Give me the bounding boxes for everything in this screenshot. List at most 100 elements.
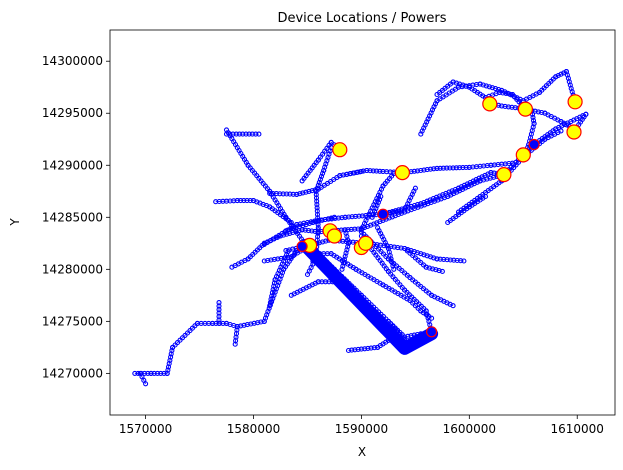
- network-node-marker: [306, 188, 312, 194]
- y-tick-label: 14285000: [42, 210, 103, 224]
- device-marker-small: [426, 326, 438, 338]
- thick-segment-layer: [298, 238, 439, 355]
- network-node-marker: [287, 191, 293, 197]
- network-node-marker: [458, 258, 464, 264]
- network-node-marker: [161, 370, 167, 376]
- network-node-marker: [411, 202, 418, 209]
- device-marker: [482, 96, 498, 112]
- x-tick-label: 1570000: [119, 422, 172, 436]
- network-node-marker: [300, 190, 306, 196]
- network-node-marker: [166, 361, 172, 367]
- network-node-marker: [241, 198, 247, 204]
- network-node-marker: [444, 165, 450, 171]
- network-node-marker: [457, 165, 463, 171]
- network-node-marker: [440, 165, 446, 171]
- network-node-marker: [418, 167, 424, 174]
- network-line: [436, 81, 526, 110]
- network-node-marker: [535, 109, 541, 115]
- device-marker-small: [528, 138, 540, 151]
- network-node-marker: [169, 348, 175, 354]
- network-node-marker: [313, 192, 319, 198]
- network-node-marker: [320, 170, 326, 176]
- network-node-marker: [313, 188, 319, 194]
- network-node-marker: [339, 215, 345, 221]
- device-layer: [296, 94, 583, 338]
- network-node-marker: [249, 131, 255, 137]
- network-node-marker: [424, 167, 430, 173]
- network-node-marker: [444, 257, 450, 263]
- network-node-marker: [503, 90, 509, 97]
- network-node-marker: [331, 214, 337, 220]
- network-node-marker: [532, 108, 538, 114]
- network-node-marker: [270, 190, 276, 197]
- network-node-marker: [415, 305, 421, 311]
- network-node-marker: [284, 191, 290, 197]
- y-tick-label: 14275000: [42, 314, 103, 328]
- network-node-marker: [367, 168, 373, 174]
- network-node-marker: [463, 164, 469, 171]
- network-node-marker: [216, 300, 222, 306]
- network-node-marker: [315, 182, 321, 188]
- network-node-marker: [148, 370, 154, 376]
- network-node-marker: [454, 257, 460, 264]
- network-node-marker: [322, 216, 328, 223]
- network-node-marker: [314, 201, 320, 208]
- x-tick-label: 1590000: [335, 422, 388, 436]
- network-node-marker: [313, 195, 320, 201]
- network-node-marker: [216, 320, 222, 326]
- network-node-marker: [408, 203, 414, 209]
- network-node-marker: [265, 257, 271, 264]
- network-node-marker: [314, 205, 320, 211]
- network-node-marker: [269, 293, 275, 299]
- network-node-marker: [280, 191, 286, 197]
- network-node-marker: [165, 367, 171, 373]
- network-node-marker: [345, 347, 352, 354]
- network-node-marker: [531, 121, 537, 127]
- network-node-marker: [496, 86, 502, 93]
- network-node-marker: [359, 213, 365, 219]
- network-node-marker: [267, 303, 273, 309]
- network-node-marker: [310, 219, 316, 226]
- network-node-marker: [273, 191, 279, 197]
- network-node-marker: [234, 198, 240, 204]
- network-node-marker: [227, 131, 233, 137]
- network-node-marker: [496, 89, 503, 95]
- network-node-marker: [434, 256, 440, 262]
- network-node-marker: [415, 202, 421, 208]
- network-node-marker: [132, 370, 138, 376]
- network-node-marker: [314, 211, 321, 218]
- network-node-marker: [410, 300, 416, 306]
- y-axis: 14270000 14275000 14280000 14285000 14290000…: [42, 54, 110, 380]
- network-node-marker: [244, 198, 250, 204]
- network-node-marker: [350, 239, 356, 245]
- network-node-marker: [370, 168, 376, 174]
- network-node-marker: [412, 303, 418, 309]
- network-node-marker: [328, 215, 334, 221]
- network-node-marker: [453, 165, 459, 171]
- network-node-marker: [290, 191, 296, 197]
- network-node-marker: [362, 346, 368, 352]
- network-node-marker: [558, 128, 564, 134]
- network-node-marker: [434, 165, 440, 171]
- network-node-marker: [267, 190, 273, 196]
- network-node-marker: [421, 167, 427, 173]
- network-node-marker: [477, 81, 483, 87]
- network-node-marker: [135, 370, 141, 376]
- network-node-marker: [395, 245, 401, 251]
- network-node-marker: [583, 111, 589, 117]
- network-node-marker: [236, 131, 243, 137]
- network-node-marker: [145, 370, 151, 376]
- network-node-marker: [447, 165, 453, 171]
- network-node-marker: [233, 131, 239, 137]
- network-node-marker: [253, 131, 259, 137]
- network-node-marker: [500, 90, 506, 96]
- network-node-marker: [340, 263, 346, 269]
- network-node-marker: [509, 104, 515, 110]
- network-node-marker: [167, 357, 173, 363]
- network-node-marker: [558, 71, 564, 77]
- network-node-marker: [349, 214, 355, 220]
- device-marker: [496, 167, 512, 183]
- plot-area: [109, 29, 616, 416]
- y-tick-label: 14290000: [42, 158, 103, 172]
